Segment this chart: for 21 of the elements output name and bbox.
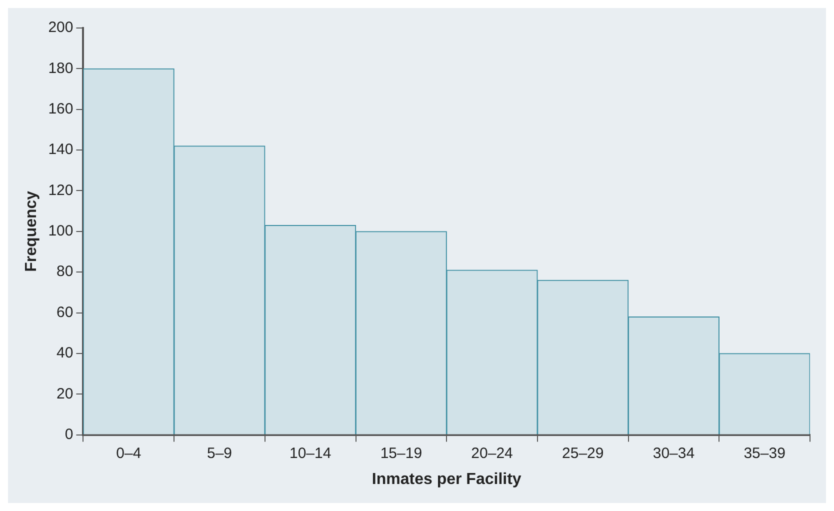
x-tick-label: 0–4 [116, 444, 142, 462]
y-tick-label: 160 [48, 100, 74, 118]
y-tick-label: 60 [56, 304, 74, 321]
y-tick-label: 180 [48, 60, 74, 77]
y-tick-label: 20 [56, 385, 74, 402]
y-tick-label: 120 [48, 182, 74, 199]
x-tick-label: 20–24 [471, 444, 513, 462]
y-tick-label: 200 [48, 19, 74, 36]
x-tick-label: 25–29 [562, 444, 604, 462]
y-tick-label: 80 [56, 263, 74, 280]
x-axis-title: Inmates per Facility [372, 470, 522, 488]
y-tick-label: 40 [56, 344, 74, 362]
x-tick-label: 15–19 [380, 444, 422, 462]
y-tick-label: 0 [64, 426, 74, 443]
y-axis-title: Frequency [23, 190, 40, 272]
x-tick-label: 5–9 [206, 444, 232, 462]
y-tick-label: 100 [48, 222, 74, 240]
x-tick-label: 30–34 [652, 444, 695, 462]
x-tick-label: 35–39 [744, 444, 786, 462]
y-tick-label: 140 [48, 141, 74, 158]
x-tick-label: 10–14 [289, 444, 332, 462]
